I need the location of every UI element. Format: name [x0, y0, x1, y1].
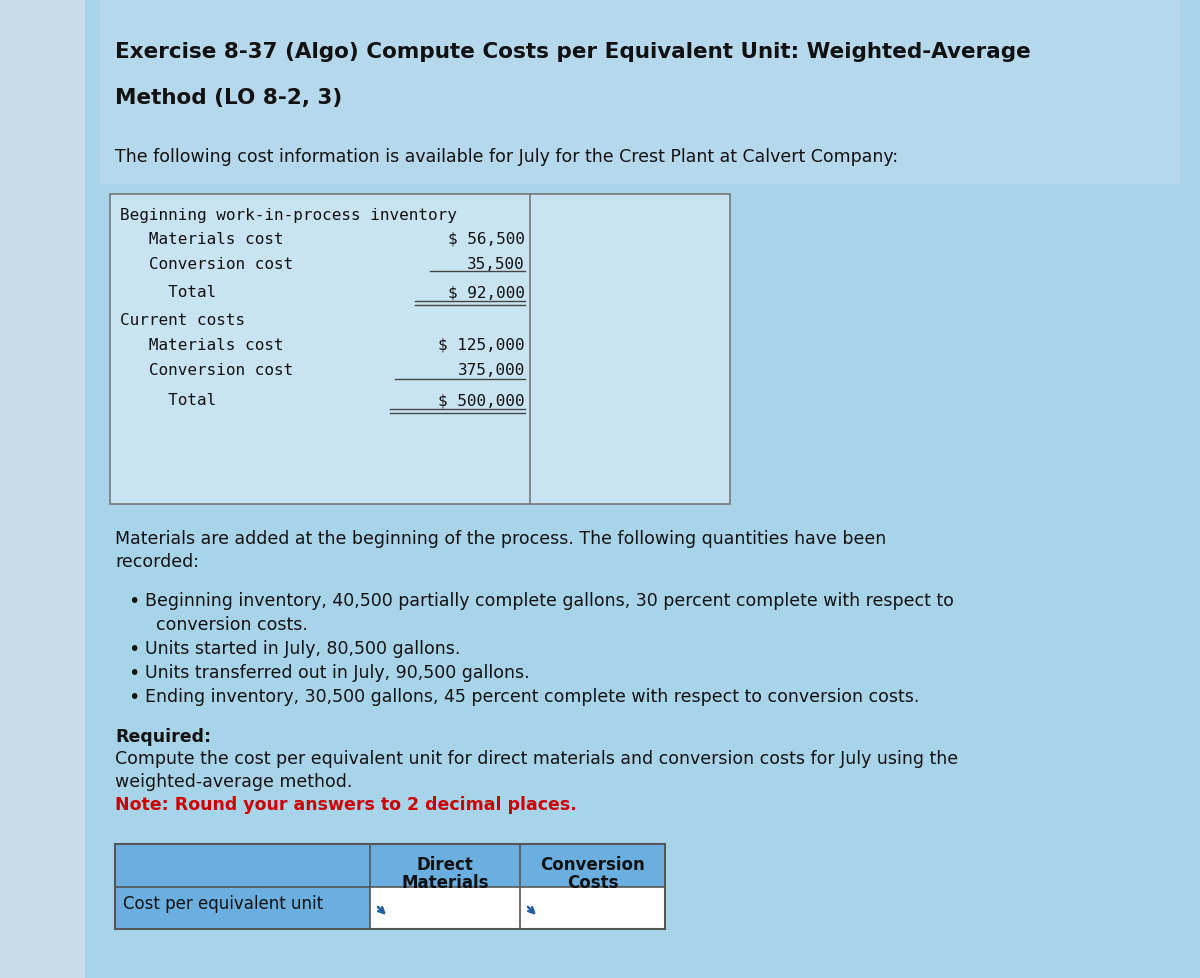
Text: Direct: Direct — [416, 855, 474, 873]
Text: Materials are added at the beginning of the process. The following quantities ha: Materials are added at the beginning of … — [115, 529, 887, 548]
Text: recorded:: recorded: — [115, 553, 199, 570]
Bar — [115, 844, 665, 929]
Text: Note: Round your answers to 2 decimal places.: Note: Round your answers to 2 decimal pl… — [115, 795, 577, 813]
Text: $ 92,000: $ 92,000 — [448, 285, 526, 299]
Text: Conversion cost: Conversion cost — [120, 257, 293, 272]
Text: $ 125,000: $ 125,000 — [438, 337, 526, 353]
Text: $ 56,500: $ 56,500 — [448, 232, 526, 246]
Bar — [520, 887, 665, 929]
Text: Materials cost: Materials cost — [120, 232, 283, 246]
Text: Units started in July, 80,500 gallons.: Units started in July, 80,500 gallons. — [145, 640, 461, 657]
Text: The following cost information is available for July for the Crest Plant at Calv: The following cost information is availa… — [115, 148, 898, 166]
Text: Total: Total — [120, 392, 216, 408]
Text: Total: Total — [120, 285, 216, 299]
Text: Ending inventory, 30,500 gallons, 45 percent complete with respect to conversion: Ending inventory, 30,500 gallons, 45 per… — [145, 688, 919, 705]
Bar — [110, 195, 730, 505]
Bar — [370, 887, 520, 929]
Text: Current costs: Current costs — [120, 313, 245, 328]
Text: •: • — [128, 592, 139, 610]
Text: Beginning inventory, 40,500 partially complete gallons, 30 percent complete with: Beginning inventory, 40,500 partially co… — [145, 592, 954, 609]
Bar — [115, 844, 665, 887]
Text: Compute the cost per equivalent unit for direct materials and conversion costs f: Compute the cost per equivalent unit for… — [115, 749, 958, 767]
Bar — [100, 0, 1180, 185]
Text: •: • — [128, 688, 139, 706]
Text: Materials cost: Materials cost — [120, 337, 283, 353]
Text: Beginning work-in-process inventory: Beginning work-in-process inventory — [120, 207, 457, 223]
Bar — [115, 887, 370, 929]
Text: weighted-average method.: weighted-average method. — [115, 773, 353, 790]
Text: Costs: Costs — [566, 873, 618, 891]
Text: Conversion: Conversion — [540, 855, 644, 873]
Text: Method (LO 8-2, 3): Method (LO 8-2, 3) — [115, 88, 342, 108]
Text: $ 500,000: $ 500,000 — [438, 392, 526, 408]
Text: •: • — [128, 663, 139, 683]
Text: Materials: Materials — [401, 873, 488, 891]
Text: conversion costs.: conversion costs. — [145, 615, 308, 634]
Text: •: • — [128, 640, 139, 658]
Text: 35,500: 35,500 — [467, 257, 526, 272]
Text: Units transferred out in July, 90,500 gallons.: Units transferred out in July, 90,500 ga… — [145, 663, 529, 682]
Text: Exercise 8-37 (Algo) Compute Costs per Equivalent Unit: Weighted-Average: Exercise 8-37 (Algo) Compute Costs per E… — [115, 42, 1031, 62]
Text: Cost per equivalent unit: Cost per equivalent unit — [124, 894, 323, 912]
Bar — [0, 0, 85, 978]
Text: 375,000: 375,000 — [457, 363, 526, 378]
Text: Conversion cost: Conversion cost — [120, 363, 293, 378]
Text: Required:: Required: — [115, 728, 211, 745]
